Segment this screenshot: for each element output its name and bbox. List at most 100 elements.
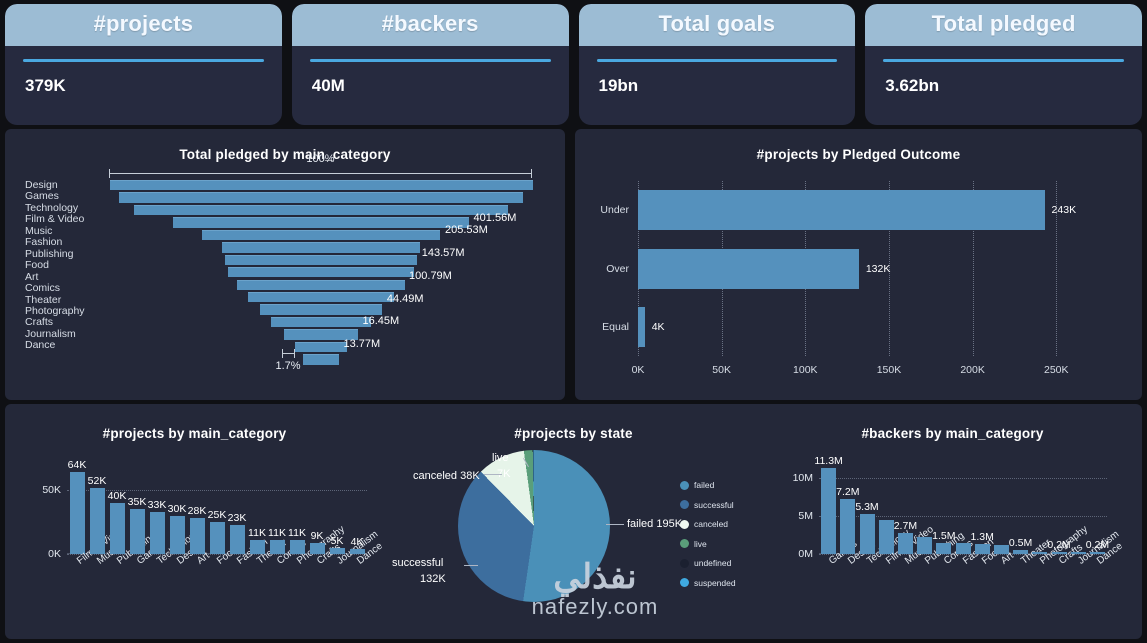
column-bar[interactable] [1070,552,1086,554]
funnel-bar[interactable] [172,217,470,228]
column-bar[interactable] [329,547,345,554]
kpi-card-backers[interactable]: #backers 40M [291,4,569,125]
legend-item[interactable]: suspended [680,578,736,588]
column-bar[interactable] [917,537,933,554]
funnel-value-label: 13.77M [343,338,381,351]
value-label: 11K [288,526,306,539]
column-bar[interactable] [1089,552,1105,554]
pie-label-failed: failed 195K [627,518,683,530]
kpi-card-total-goals[interactable]: Total goals 19bn [578,4,856,125]
column-bar[interactable] [89,487,105,554]
funnel-chart: 100% Design Games Technology Film & Video Mu… [5,153,565,381]
funnel-bar[interactable] [259,304,383,315]
chart-title: Total pledged by main_category [179,147,391,162]
legend-item[interactable]: successful [680,500,736,510]
column-bar[interactable] [169,515,185,554]
column-bar[interactable] [289,539,305,554]
column-bar[interactable] [974,544,990,554]
funnel-value-label: 44.49M [386,292,424,305]
funnel-bar[interactable] [237,279,405,290]
kpi-accent-rule [883,59,1124,62]
column-bar[interactable] [109,502,125,554]
legend-item[interactable]: undefined [680,558,736,568]
column-bar[interactable] [955,543,971,554]
funnel-bar[interactable] [271,316,371,328]
panel-projects-by-state[interactable]: #projects by state failed 195K successful… [384,410,763,639]
column-bar[interactable] [349,548,365,554]
column-bar[interactable] [129,509,145,554]
funnel-category: Art [25,270,39,283]
funnel-bar[interactable] [303,354,339,365]
outcome-bar[interactable] [638,306,645,347]
column-bar[interactable] [993,544,1009,554]
chart-title: #projects by state [514,426,633,441]
funnel-bar[interactable] [201,229,441,241]
outcome-bar[interactable] [638,190,1045,231]
column-bar[interactable] [840,499,856,554]
column-bar[interactable] [1013,550,1029,554]
legend-label: undefined [694,558,732,568]
legend-swatch [680,539,689,548]
panel-pledged-outcome[interactable]: #projects by Pledged Outcome 0K 50K 100K 15… [575,129,1142,400]
legend-label: live [694,538,707,549]
value-label: 5.3M [855,500,879,513]
pie-legend: failed successful canceled live undefined sus… [680,480,736,597]
panel-total-pledged-funnel[interactable]: Total pledged by main_category 100% Desi… [5,129,565,400]
category-label: Under [600,204,629,217]
pie-label-canceled: canceled 38K [413,470,480,482]
funnel-bar[interactable] [227,267,415,278]
funnel-bar[interactable] [224,254,418,266]
column-bar[interactable] [309,542,325,554]
funnel-value-label: 205.53M [444,223,488,236]
column-bar[interactable] [859,513,875,554]
kpi-card-total-pledged[interactable]: Total pledged 3.62bn [865,4,1142,125]
funnel-bar[interactable] [221,242,421,253]
column-bar[interactable] [249,539,265,554]
legend-swatch [680,480,689,490]
middle-row: Total pledged by main_category 100% Desi… [0,125,1147,400]
kpi-card-projects[interactable]: #projects 379K [5,4,282,125]
column-bar[interactable] [189,518,205,554]
pie-label-successful: successful [392,557,444,569]
legend-swatch [680,558,689,568]
funnel-bar[interactable] [109,180,533,191]
gridline [67,490,367,492]
value-label: 35K [127,496,147,509]
column-bar[interactable] [69,472,85,554]
column-bar[interactable] [878,520,894,554]
column-bar[interactable] [821,467,837,554]
column-bar[interactable] [936,542,952,554]
column-bar[interactable] [1032,551,1048,554]
value-label: 243K [1051,204,1077,217]
funnel-bar[interactable] [119,192,523,203]
column-bar[interactable] [149,511,165,554]
kpi-accent-rule [309,59,551,62]
funnel-bar[interactable] [283,329,358,340]
pie[interactable] [458,450,610,602]
panel-projects-by-category[interactable]: #projects by main_category 0K 50K 64K Film … [5,410,384,639]
funnel-bottom-percent: 1.7% [275,360,301,372]
outcome-bar-chart: 0K 50K 100K 150K 200K 250K Under 243K Over 132K Eq… [600,181,1076,376]
column-bar[interactable] [209,522,225,554]
kpi-accent-rule [23,59,264,62]
funnel-bars [109,180,533,367]
pie-label-successful-value: 132K [420,573,446,585]
legend-item[interactable]: canceled [680,519,736,529]
legend-item[interactable]: failed [680,480,736,490]
kpi-value: 19bn [598,76,639,95]
outcome-bar[interactable] [638,248,859,289]
value-label: 4K [651,320,665,333]
category-label: Equal [602,320,629,333]
panel-backers-by-category[interactable]: #backers by main_category 0M5M10M11.3MGa… [763,410,1142,639]
column-bar[interactable] [269,539,285,554]
kpi-title: #backers [291,4,569,46]
funnel-bottom-bracket [282,349,295,358]
axis-tick-label: 0K [631,364,645,376]
column-bar[interactable] [229,524,245,554]
funnel-bar[interactable] [294,341,348,353]
funnel-bar[interactable] [248,291,394,303]
column-bar[interactable] [1051,552,1067,554]
legend-item[interactable]: live [680,539,736,549]
funnel-bar[interactable] [133,204,509,216]
column-bar[interactable] [897,533,913,554]
